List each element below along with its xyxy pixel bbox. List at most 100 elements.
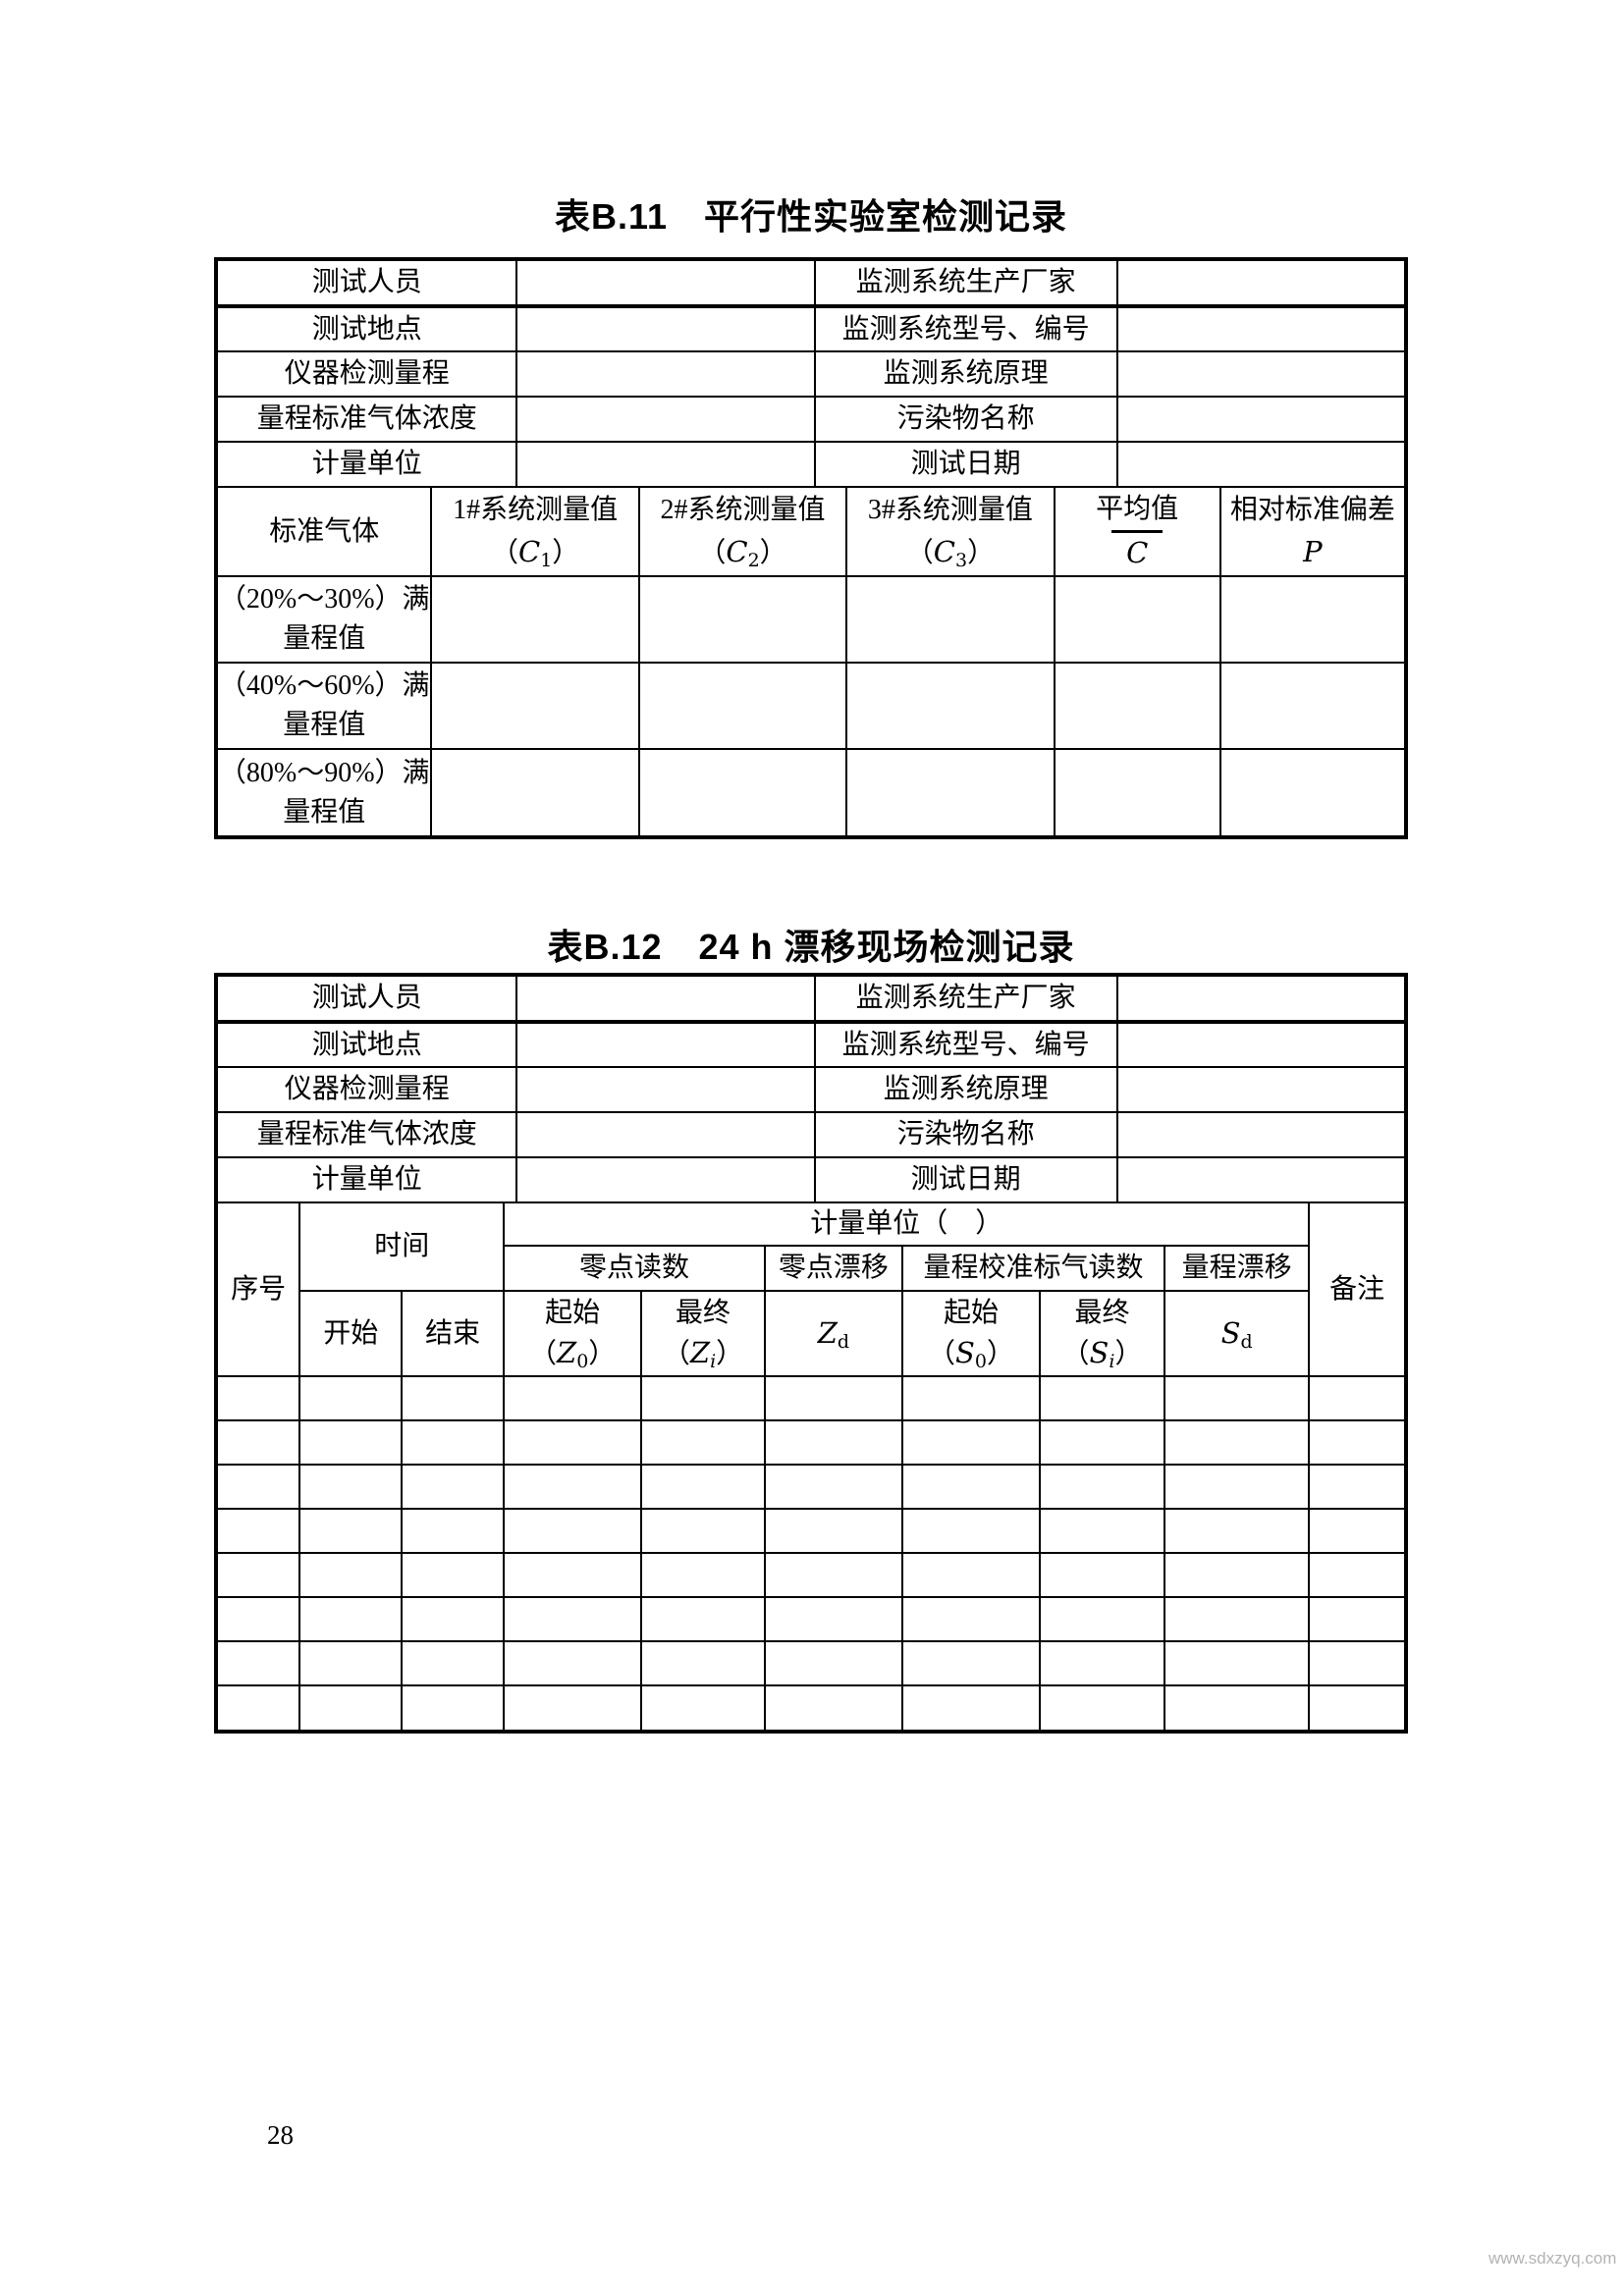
empty-data-cell [640, 1419, 766, 1466]
empty-data-cell [298, 1419, 404, 1466]
empty-data-cell [1163, 1552, 1311, 1598]
b12-header-si: 最终 （Si） [1039, 1290, 1165, 1377]
empty-data-cell [640, 1596, 766, 1642]
empty-data-cell [1053, 662, 1221, 750]
empty-data-cell [218, 1464, 301, 1510]
info-label: 监测系统型号、编号 [813, 1021, 1118, 1068]
empty-data-cell [218, 1552, 301, 1598]
empty-data-cell [763, 1596, 903, 1642]
empty-data-cell [430, 748, 640, 835]
info-value-cell [515, 441, 816, 488]
info-label: 监测系统原理 [813, 1066, 1118, 1113]
empty-data-cell [1163, 1419, 1311, 1466]
empty-data-cell [1163, 1684, 1311, 1730]
empty-data-cell [401, 1508, 506, 1554]
empty-data-cell [298, 1596, 404, 1642]
empty-data-cell [1308, 1508, 1404, 1554]
empty-data-cell [640, 1375, 766, 1421]
info-label: 监测系统原理 [813, 350, 1118, 398]
empty-data-cell [1308, 1419, 1404, 1466]
b12-info-row: 仪器检测量程 监测系统原理 [218, 1066, 1404, 1113]
b12-header-span-drift: 量程漂移 [1163, 1245, 1310, 1292]
empty-data-cell [763, 1375, 903, 1421]
info-label: 计量单位 [218, 1156, 518, 1203]
empty-data-cell [298, 1552, 404, 1598]
empty-data-cell [1053, 748, 1221, 835]
empty-data-cell [900, 1419, 1042, 1466]
b11-row-label: （20%～30%）满 量程值 [218, 575, 433, 664]
b12-header-span-reading: 量程校准标气读数 [900, 1245, 1165, 1292]
info-value-cell [1115, 1066, 1404, 1113]
empty-data-cell [298, 1508, 404, 1554]
b11-header-sys3: 3#系统测量值 （C3） [845, 488, 1056, 577]
empty-data-cell [503, 1419, 643, 1466]
empty-data-cell [503, 1552, 643, 1598]
empty-data-cell [218, 1684, 301, 1730]
info-label: 测试地点 [218, 305, 518, 352]
b11-header-average: 平均值 C [1053, 488, 1221, 577]
info-value-cell [515, 261, 816, 308]
info-label: 测试人员 [218, 261, 518, 308]
c-bar-symbol: C [1111, 529, 1164, 571]
b11-data-row: （20%～30%）满 量程值 [218, 575, 1404, 664]
b11-info-row: 仪器检测量程 监测系统原理 [218, 350, 1404, 398]
b12-header-row-3: 开始 结束 起始 （Z0） 最终 （Zi） Zd 起始 （S0） 最终 （Si）… [218, 1290, 1404, 1377]
info-value-cell [515, 1111, 816, 1158]
info-value-cell [1115, 1111, 1404, 1158]
empty-data-cell [900, 1375, 1042, 1421]
b12-header-note: 备注 [1308, 1203, 1404, 1377]
empty-data-cell [1163, 1508, 1311, 1554]
info-label: 计量单位 [218, 441, 518, 488]
info-label: 测试日期 [813, 1156, 1118, 1203]
empty-data-cell [640, 1508, 766, 1554]
info-label: 监测系统生产厂家 [813, 977, 1118, 1024]
empty-data-cell [503, 1375, 643, 1421]
empty-data-cell [640, 1464, 766, 1510]
empty-data-cell [1308, 1640, 1404, 1686]
empty-data-cell [637, 575, 848, 664]
empty-data-cell [503, 1684, 643, 1730]
b11-data-row: （80%～90%）满 量程值 [218, 748, 1404, 835]
info-value-cell [1115, 1156, 1404, 1203]
b12-header-z0: 起始 （Z0） [503, 1290, 643, 1377]
info-value-cell [1115, 396, 1404, 443]
b11-info-row: 计量单位 测试日期 [218, 441, 1404, 488]
b12-data-row [218, 1375, 1404, 1421]
empty-data-cell [503, 1508, 643, 1554]
b11-header-rsd: 相对标准偏差 P [1218, 488, 1404, 577]
info-label: 污染物名称 [813, 1111, 1118, 1158]
b12-data-row [218, 1419, 1404, 1466]
b12-header-time-start: 开始 [299, 1290, 404, 1377]
empty-data-cell [1308, 1375, 1404, 1421]
info-label: 测试地点 [218, 1021, 518, 1068]
b12-data-row [218, 1684, 1404, 1730]
info-label: 测试人员 [218, 977, 518, 1024]
empty-data-cell [401, 1375, 506, 1421]
b12-header-row-2: 零点读数 零点漂移 量程校准标气读数 量程漂移 [218, 1245, 1404, 1292]
info-label: 测试日期 [813, 441, 1118, 488]
table-b11: 测试人员 监测系统生产厂家 测试地点 监测系统型号、编号 仪器检测量程 监测系统… [214, 257, 1408, 839]
page-number: 28 [267, 2120, 294, 2150]
info-label: 污染物名称 [813, 396, 1118, 443]
info-value-cell [515, 1066, 816, 1113]
empty-data-cell [1039, 1640, 1165, 1686]
empty-data-cell [1308, 1684, 1404, 1730]
empty-data-cell [218, 1640, 301, 1686]
empty-data-cell [900, 1596, 1042, 1642]
empty-data-cell [1163, 1375, 1311, 1421]
b12-info-row: 计量单位 测试日期 [218, 1156, 1404, 1203]
info-value-cell [515, 1156, 816, 1203]
empty-data-cell [900, 1464, 1042, 1510]
empty-data-cell [637, 662, 848, 750]
info-value-cell [1115, 441, 1404, 488]
b11-measure-header-row: 标准气体 1#系统测量值 （C1） 2#系统测量值 （C2） 3#系统测量值 （… [218, 488, 1404, 577]
b12-header-seq: 序号 [218, 1203, 301, 1377]
info-label: 监测系统型号、编号 [813, 305, 1118, 352]
b12-header-zero-drift: 零点漂移 [763, 1245, 903, 1292]
empty-data-cell [430, 662, 640, 750]
empty-data-cell [1039, 1375, 1165, 1421]
empty-data-cell [218, 1419, 301, 1466]
b12-drift-section: 序号 时间 计量单位（ ） 备注 零点读数 零点漂移 量程校准标气读数 量程漂移… [218, 1203, 1404, 1730]
b11-measurement-section: 标准气体 1#系统测量值 （C1） 2#系统测量值 （C2） 3#系统测量值 （… [218, 488, 1404, 835]
empty-data-cell [1308, 1552, 1404, 1598]
